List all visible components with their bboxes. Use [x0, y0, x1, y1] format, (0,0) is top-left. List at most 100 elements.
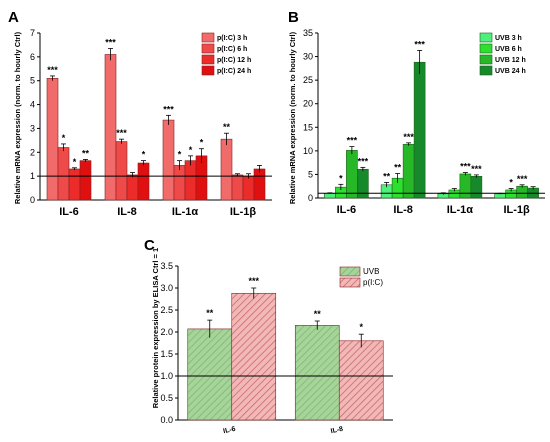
significance-label: * [62, 133, 66, 143]
legend-swatch [201, 54, 215, 65]
panel-b-plot-area: 05101520253035*******IL-6**********IL-8*… [303, 28, 545, 216]
bar [346, 150, 358, 199]
x-category-label: IL-1β [503, 204, 530, 216]
bar [187, 328, 233, 421]
panel-a-y-axis-label: Relative mRNA expression (norm. to hourl… [13, 31, 22, 204]
y-tick-label: 10 [303, 146, 313, 156]
x-category-label: IL-1α [447, 204, 474, 216]
bar [413, 61, 426, 199]
significance-label: *** [248, 276, 259, 286]
panel-c-legend: UVB p(I:C) [339, 266, 383, 288]
significance-label: ** [82, 148, 90, 158]
bar [494, 193, 506, 199]
y-tick-label: 0.0 [160, 415, 173, 425]
significance-label: * [73, 157, 77, 167]
legend-swatch [339, 277, 361, 288]
legend-label: p(I:C) 12 h [217, 57, 251, 64]
significance-label: *** [47, 65, 58, 75]
significance-label: ** [394, 162, 402, 172]
y-tick-label: 2 [30, 147, 35, 157]
bar [253, 168, 266, 201]
y-tick-label: 5 [30, 76, 35, 86]
legend-swatch [479, 32, 493, 43]
bar [126, 174, 139, 201]
panel-b-y-axis-label: Relative mRNA expression (norm. to hourl… [288, 31, 297, 204]
legend-swatch [201, 32, 215, 43]
bar [231, 292, 277, 421]
x-category-label: IL-1β [230, 206, 257, 218]
bar [137, 162, 150, 201]
significance-label: *** [116, 128, 127, 138]
significance-label: *** [471, 164, 482, 174]
legend-label: UVB 24 h [495, 68, 526, 75]
x-category-label: IL-1α [172, 206, 199, 218]
y-tick-label: 0 [30, 195, 35, 205]
significance-label: *** [347, 136, 358, 146]
bar [104, 54, 117, 201]
y-tick-label: 15 [303, 122, 313, 132]
bar [459, 173, 472, 199]
y-tick-label: 3.5 [160, 261, 173, 271]
bar [242, 175, 255, 201]
significance-label: * [339, 173, 343, 183]
bar [516, 185, 528, 199]
bar [231, 174, 244, 201]
significance-label: *** [517, 174, 528, 184]
y-tick-label: 7 [30, 28, 35, 38]
significance-label: * [200, 138, 204, 148]
significance-label: * [359, 322, 363, 332]
legend-label: p(I:C) [363, 278, 383, 287]
panel-c-chart: C Relative protein expression by ELISA C… [144, 237, 393, 435]
significance-label: *** [403, 132, 414, 142]
x-category-label: IL-8 [393, 204, 413, 216]
significance-label: *** [163, 104, 174, 114]
panel-a-label: A [8, 9, 19, 26]
bar [184, 160, 197, 201]
x-category-label: IL-8 [117, 206, 137, 218]
y-tick-label: 1 [30, 171, 35, 181]
bar [162, 119, 175, 201]
bar [46, 78, 59, 201]
y-tick-label: 1.5 [160, 349, 173, 359]
y-tick-label: 30 [303, 52, 313, 62]
panel-c-label: C [144, 237, 155, 254]
panel-b-label: B [288, 9, 299, 26]
x-category-label: IL-8 [330, 426, 344, 435]
y-tick-label: 5 [308, 169, 313, 179]
legend-swatch [339, 266, 361, 277]
x-category-label: IL-6 [337, 204, 357, 216]
y-tick-label: 20 [303, 99, 313, 109]
significance-label: ** [383, 171, 391, 181]
legend-swatch [201, 65, 215, 76]
bar [68, 168, 81, 201]
significance-label: ** [314, 309, 322, 319]
bar [338, 340, 384, 421]
panel-c-y-axis-label: Relative protein expression by ELISA Ctr… [151, 248, 160, 408]
bar [79, 160, 92, 201]
significance-label: * [509, 178, 513, 188]
y-tick-label: 35 [303, 28, 313, 38]
y-tick-label: 3 [30, 123, 35, 133]
x-category-label: IL-6 [59, 206, 79, 218]
bar [402, 143, 415, 199]
x-category-label: IL-6 [223, 426, 237, 435]
legend-label: UVB 12 h [495, 57, 526, 64]
y-tick-label: 2.0 [160, 327, 173, 337]
y-tick-label: 3.0 [160, 283, 173, 293]
significance-label: *** [358, 156, 369, 166]
legend-label: UVB 3 h [495, 35, 522, 42]
bar [220, 138, 233, 201]
panel-b-legend: UVB 3 h UVB 6 h UVB 12 h UVB 24 h [479, 32, 526, 76]
significance-label: * [189, 145, 193, 155]
legend-swatch [479, 65, 493, 76]
bar [470, 176, 483, 199]
significance-label: *** [105, 38, 116, 48]
legend-label: p(I:C) 3 h [217, 35, 247, 42]
y-tick-label: 6 [30, 52, 35, 62]
significance-label: ** [206, 308, 214, 318]
significance-label: * [178, 150, 182, 160]
significance-label: * [142, 150, 146, 160]
y-tick-label: 25 [303, 75, 313, 85]
bar [294, 325, 340, 421]
